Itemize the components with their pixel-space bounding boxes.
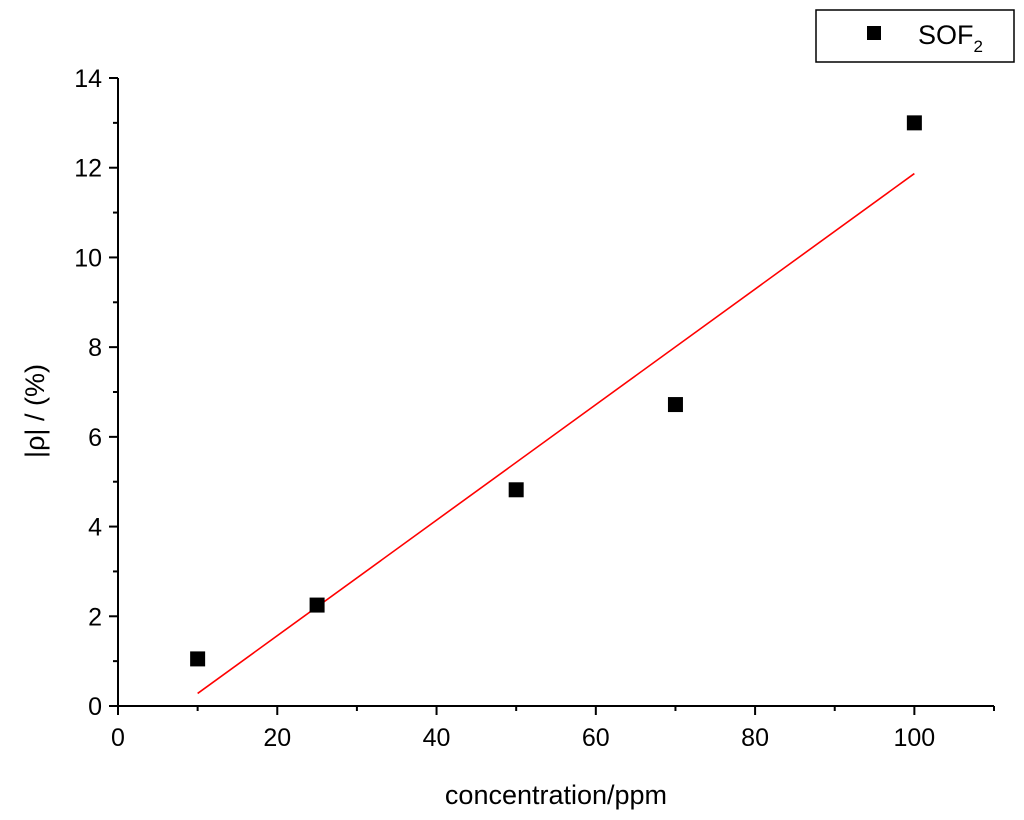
legend: SOF2 <box>815 9 1015 63</box>
y-tick-label: 4 <box>88 514 102 542</box>
fit-line <box>197 172 915 695</box>
y-tick-label: 10 <box>74 244 102 272</box>
legend-marker <box>867 26 881 40</box>
data-points <box>190 115 922 667</box>
x-tick-label: 80 <box>741 724 769 752</box>
legend-box <box>815 9 1015 63</box>
x-tick-label: 0 <box>111 724 125 752</box>
data-point <box>667 397 683 413</box>
y-tick-label: 0 <box>88 693 102 721</box>
x-axis-label: concentration/ppm <box>445 780 667 810</box>
data-point <box>309 597 325 613</box>
x-tick-label: 40 <box>423 724 451 752</box>
y-tick-label: 12 <box>74 155 102 183</box>
ticks: 0 20 40 60 80 100 0 2 4 6 8 10 12 14 <box>74 65 995 752</box>
x-tick-label: 20 <box>263 724 291 752</box>
legend-label-main: SOF <box>918 20 974 50</box>
y-axis-label: |ρ| / (%) <box>20 364 50 458</box>
data-point <box>508 482 524 498</box>
x-tick-label: 60 <box>582 724 610 752</box>
y-tick-label: 8 <box>88 334 102 362</box>
fit-line-group <box>197 172 915 695</box>
y-tick-label: 6 <box>88 424 102 452</box>
legend-label-sub: 2 <box>974 37 983 56</box>
y-tick-label: 2 <box>88 603 102 631</box>
y-tick-label: 14 <box>74 65 102 93</box>
legend-label: SOF2 <box>918 20 983 56</box>
x-tick-label: 100 <box>894 724 936 752</box>
data-point <box>190 651 206 667</box>
axes <box>117 78 994 707</box>
data-point <box>906 115 922 131</box>
